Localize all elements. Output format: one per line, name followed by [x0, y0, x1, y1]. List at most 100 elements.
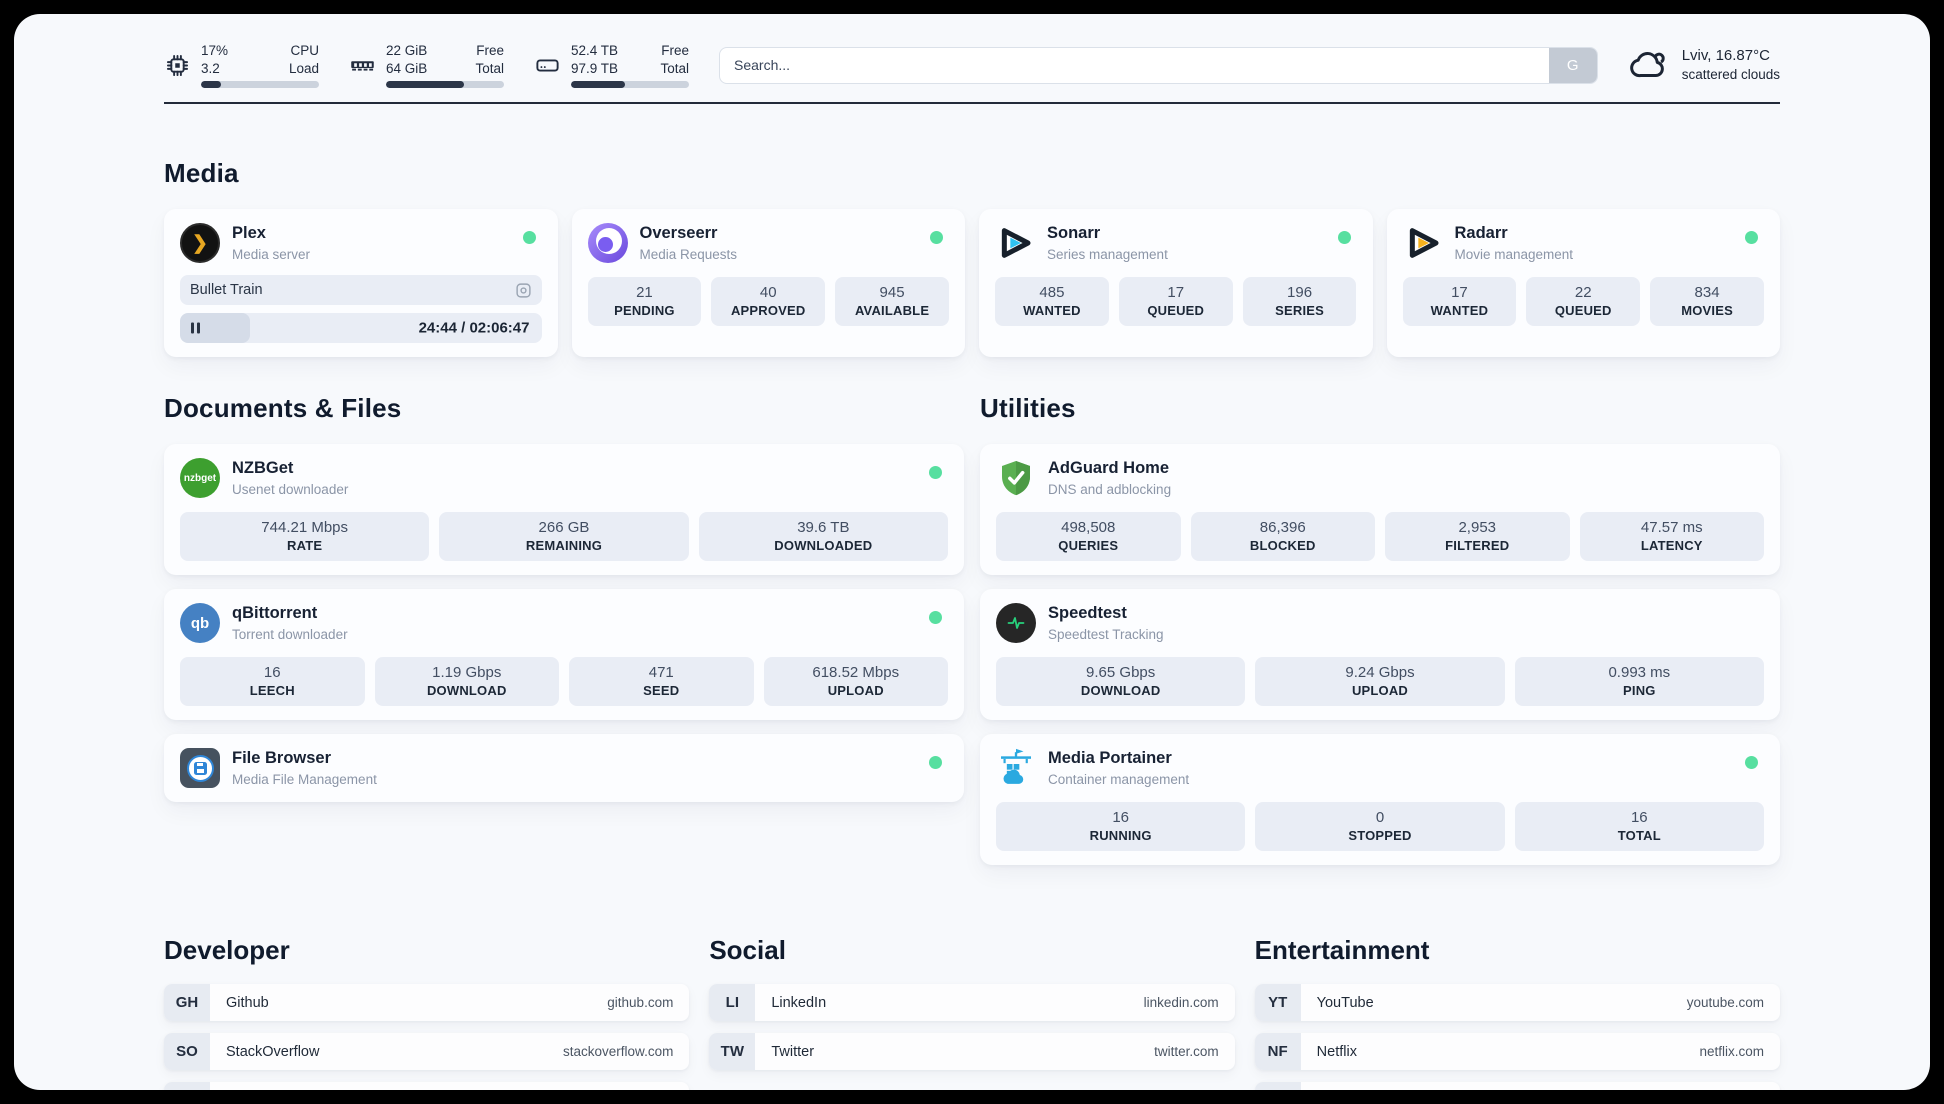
dashboard-page: 17% 3.2 CPU Load: [14, 14, 1930, 1090]
playback-time: 24:44 / 02:06:47: [418, 319, 530, 337]
bookmark-url: linkedin.com: [1143, 995, 1219, 1011]
status-dot: [929, 466, 942, 480]
media-cards-row: ❯ Plex Media server Bullet Train 24:44 /…: [164, 209, 1780, 358]
cpu-stat: 17% 3.2 CPU Load: [164, 42, 319, 89]
bookmark-name: Twitter: [771, 1043, 815, 1060]
bookmark-url: youtube.com: [1686, 995, 1764, 1011]
app-name: Radarr: [1454, 224, 1508, 243]
sonarr-icon: [995, 223, 1035, 263]
ram-free: 22 GiB: [386, 43, 428, 58]
bookmark-url: twitter.com: [1154, 1044, 1219, 1060]
app-card-nzbget[interactable]: nzbget NZBGet Usenet downloader 744.21 M…: [164, 444, 964, 576]
app-name: NZBGet: [232, 459, 294, 478]
bookmark-abbr: YT: [1254, 984, 1301, 1022]
app-subtitle: Movie management: [1454, 246, 1574, 262]
stat-pending: 21 PENDING: [587, 277, 702, 327]
disk-free: 52.4 TB: [571, 43, 619, 58]
pause-icon[interactable]: [191, 322, 201, 334]
bookmark-youtube[interactable]: YT YouTube youtube.com: [1254, 984, 1780, 1022]
app-card-plex[interactable]: ❯ Plex Media server Bullet Train 24:44 /…: [164, 209, 558, 358]
bookmark-twitter[interactable]: TW Twitter twitter.com: [709, 1033, 1235, 1071]
ram-free-label: Free: [476, 43, 504, 58]
app-card-file-browser[interactable]: File Browser Media File Management: [164, 734, 964, 803]
weather-location-temp: Lviv, 16.87°C: [1681, 46, 1770, 64]
section-title-developer: Developer: [164, 935, 290, 966]
stat-wanted: 485 WANTED: [995, 277, 1109, 327]
stat-download: 1.19 Gbps DOWNLOAD: [374, 657, 559, 707]
overseerr-icon: [587, 223, 628, 264]
cpu-icon: [164, 52, 191, 79]
qbittorrent-icon: qb: [180, 603, 220, 644]
video-icon: [515, 282, 532, 299]
app-card-radarr[interactable]: Radarr Movie management 17 WANTED 22 QUEUE…: [1386, 209, 1780, 358]
bookmark-linkedin[interactable]: LI LinkedIn linkedin.com: [709, 984, 1235, 1022]
stat-rate: 744.21 Mbps RATE: [180, 512, 430, 562]
cpu-load: 3.2: [201, 60, 220, 76]
app-card-qbittorrent[interactable]: qb qBittorrent Torrent downloader 16 LEEC…: [164, 589, 964, 721]
bookmark-name: StackOverflow: [226, 1043, 320, 1060]
stat-latency: 47.57 ms LATENCY: [1579, 512, 1764, 562]
weather-condition: scattered clouds: [1681, 67, 1780, 83]
stat-upload: 618.52 Mbps UPLOAD: [763, 657, 948, 707]
disk-total-label: Total: [660, 60, 689, 76]
stat-ping: 0.993 ms PING: [1514, 657, 1764, 707]
section-title-media: Media: [164, 158, 239, 189]
plex-icon: ❯: [180, 223, 220, 264]
stat-queries: 498,508 QUERIES: [996, 512, 1181, 562]
app-card-sonarr[interactable]: Sonarr Series management 485 WANTED 17 QUE…: [979, 209, 1373, 358]
app-name: Speedtest: [1048, 604, 1127, 623]
stat-seed: 471 SEED: [569, 657, 754, 707]
bookmark-abbr: RE: [1254, 1082, 1301, 1090]
bookmark-group-developer: Developer GH Github github.com SO StackO…: [164, 935, 690, 1090]
bookmark-abbr: DT: [164, 1082, 210, 1090]
status-dot: [929, 611, 942, 625]
bookmark-url: github.com: [607, 995, 674, 1011]
system-stats: 17% 3.2 CPU Load: [164, 42, 689, 89]
app-subtitle: Torrent downloader: [232, 626, 348, 642]
status-dot: [1337, 231, 1351, 245]
status-dot: [1745, 756, 1758, 770]
app-subtitle: Speedtest Tracking: [1048, 626, 1164, 642]
playback-progress[interactable]: 24:44 / 02:06:47: [180, 313, 542, 344]
bookmark-netflix[interactable]: NF Netflix netflix.com: [1254, 1033, 1780, 1071]
bookmark-url: stackoverflow.com: [563, 1044, 674, 1060]
bookmark-name: Github: [226, 994, 269, 1011]
bookmark-dev[interactable]: DT DEV dev.to: [164, 1082, 690, 1090]
header-divider: [164, 102, 1780, 105]
app-card-adguard[interactable]: AdGuard Home DNS and adblocking 498,508 Q…: [980, 444, 1780, 576]
app-subtitle: Media server: [232, 246, 311, 262]
bookmark-reddit[interactable]: RE Reddit reddit.com: [1254, 1082, 1780, 1090]
bookmark-abbr: NF: [1254, 1033, 1301, 1071]
bookmark-abbr: GH: [164, 984, 210, 1022]
adguard-icon: [996, 458, 1036, 498]
status-dot: [929, 756, 942, 770]
portainer-icon: [996, 748, 1036, 788]
stat-blocked: 86,396 BLOCKED: [1190, 512, 1375, 562]
weather-widget: Lviv, 16.87°C scattered clouds: [1628, 44, 1780, 86]
app-name: File Browser: [232, 749, 332, 768]
radarr-icon: [1403, 223, 1443, 263]
now-playing-row: Bullet Train: [180, 275, 542, 306]
search-engine-button[interactable]: G: [1548, 47, 1597, 83]
app-card-overseerr[interactable]: Overseerr Media Requests 21 PENDING 40 APP…: [571, 209, 965, 358]
app-card-speedtest[interactable]: Speedtest Speedtest Tracking 9.65 Gbps DO…: [980, 589, 1780, 721]
section-title-documents: Documents & Files: [164, 393, 402, 424]
app-name: Overseerr: [639, 224, 718, 243]
bookmark-name: LinkedIn: [771, 994, 827, 1011]
app-name: Plex: [232, 224, 266, 243]
stat-queued: 22 QUEUED: [1526, 277, 1641, 327]
ram-total: 64 GiB: [386, 60, 428, 76]
bookmark-stackoverflow[interactable]: SO StackOverflow stackoverflow.com: [164, 1033, 690, 1071]
ram-stat: 22 GiB 64 GiB Free Total: [349, 42, 504, 89]
stat-approved: 40 APPROVED: [711, 277, 826, 327]
bookmark-group-social: Social LI LinkedIn linkedin.com TW Twitt…: [709, 935, 1235, 1090]
bookmark-github[interactable]: GH Github github.com: [164, 984, 690, 1022]
bookmark-name: YouTube: [1316, 994, 1374, 1011]
search-input[interactable]: [719, 46, 1598, 84]
utilities-column: Utilities AdGuard Home DNS and adblocki: [980, 393, 1780, 879]
app-name: AdGuard Home: [1048, 459, 1170, 478]
app-card-portainer[interactable]: Media Portainer Container management 16 R…: [980, 734, 1780, 866]
track-title: Bullet Train: [190, 282, 263, 299]
speedtest-icon: [996, 603, 1036, 644]
disk-icon: [534, 52, 561, 79]
